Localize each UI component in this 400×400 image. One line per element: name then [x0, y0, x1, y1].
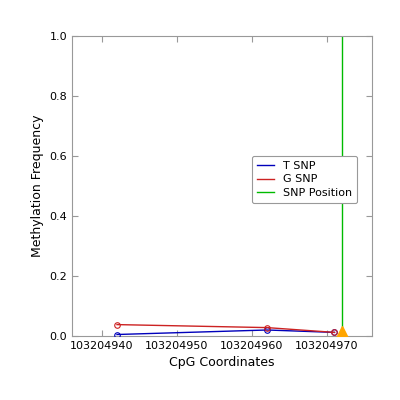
Legend: T SNP, G SNP, SNP Position: T SNP, G SNP, SNP Position [252, 156, 358, 203]
X-axis label: CpG Coordinates: CpG Coordinates [169, 356, 275, 370]
Y-axis label: Methylation Frequency: Methylation Frequency [31, 115, 44, 257]
